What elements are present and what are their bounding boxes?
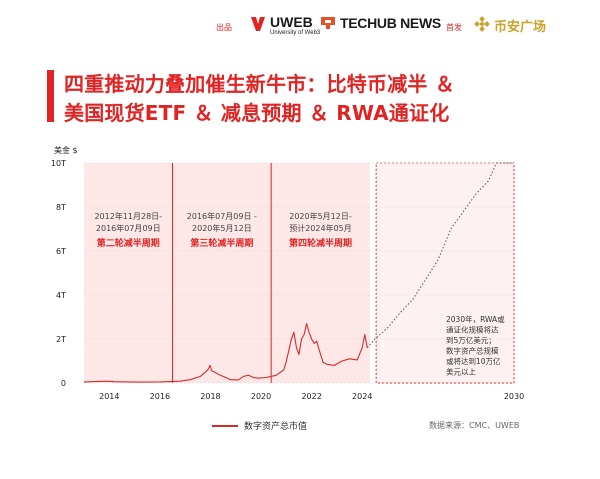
period-label: 第四轮减半周期 (289, 237, 352, 249)
y-tick-label: 2T (56, 335, 66, 344)
period-dates: 2016年07月09日 - (187, 211, 257, 221)
halving-period-band (271, 163, 370, 383)
period-dates: 2020年5月12日- (289, 211, 352, 221)
period-dates: 2020年5月12日 (192, 223, 252, 233)
uweb-subtitle: University of Web3 (270, 30, 321, 36)
title-line-2: 美国现货ETF ＆ 减息预期 ＆ RWA通证化 (64, 101, 450, 125)
y-tick-label: 0 (61, 379, 66, 388)
period-dates: 预计2024年05月 (289, 223, 352, 233)
forecast-annotation: 或将达到10万亿 (446, 356, 501, 366)
x-tick-label: 2018 (200, 392, 220, 401)
uweb-logo-icon (251, 17, 265, 31)
legend-label: 数字资产总市值 (244, 422, 308, 432)
techub-logo-icon (321, 17, 335, 29)
halving-period-band (84, 163, 173, 383)
title-accent-bar (47, 70, 54, 122)
y-tick-label: 8T (56, 203, 66, 212)
forecast-annotation: 美元以上 (446, 367, 476, 377)
y-tick-label: 6T (56, 247, 66, 256)
x-tick-label: 2022 (301, 392, 321, 401)
period-dates: 2012年11月28日- (94, 211, 162, 221)
y-tick-label: 4T (56, 291, 66, 300)
market-cap-line (83, 323, 368, 383)
forecast-annotation: 到5万亿美元； (446, 335, 496, 345)
title-line-1: 四重推动力叠加催生新牛市：比特币减半 ＆ (64, 72, 455, 96)
publisher-label: 出品 (216, 23, 232, 32)
x-tick-label: 2014 (99, 392, 119, 401)
period-label: 第三轮减半周期 (190, 237, 253, 249)
forecast-annotation: 数字资产总规模 (446, 346, 499, 356)
binance-square-name: 币安广场 (494, 20, 547, 35)
x-tick-label: 2016 (150, 392, 170, 401)
header-bar: 出品 UWEB University of Web3 TECHUB NEWS 首… (0, 0, 600, 48)
techub-name: TECHUB NEWS (340, 15, 441, 31)
y-axis-unit: 美金 $ (54, 146, 78, 155)
period-dates: 2016年07月09日 (96, 223, 161, 233)
first-release-label: 首发 (446, 23, 462, 32)
forecast-box (375, 162, 515, 384)
forecast-line (366, 162, 514, 349)
halving-period-band (172, 163, 272, 383)
forecast-annotation: 2030年，RWA或 (446, 314, 505, 324)
binance-icon (474, 16, 490, 32)
x-tick-label: 2020 (251, 392, 271, 401)
x-tick-label: 2030 (504, 392, 524, 401)
x-tick-label: 2024 (352, 392, 372, 401)
uweb-name: UWEB (270, 14, 313, 30)
period-label: 第二轮减半周期 (97, 237, 160, 249)
data-source: 数据来源：CMC、UWEB (429, 421, 520, 430)
y-tick-label: 10T (51, 159, 66, 168)
legend-swatch (212, 425, 238, 427)
forecast-annotation: 通证化规模将达 (446, 325, 499, 335)
